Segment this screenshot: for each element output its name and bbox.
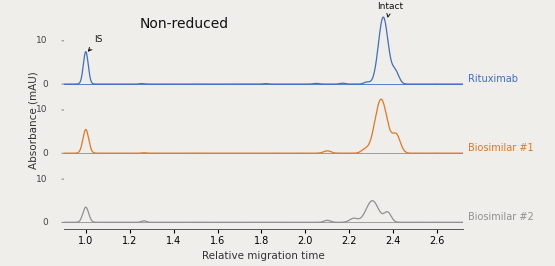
Text: 10: 10 xyxy=(36,36,48,45)
Text: Intact: Intact xyxy=(377,2,403,17)
Text: Biosimilar #2: Biosimilar #2 xyxy=(468,212,533,222)
X-axis label: Relative migration time: Relative migration time xyxy=(202,251,325,261)
Text: 0: 0 xyxy=(42,80,48,89)
Text: 0: 0 xyxy=(42,218,48,227)
Text: 10: 10 xyxy=(36,106,48,114)
Y-axis label: Absorbance (mAU): Absorbance (mAU) xyxy=(29,71,39,169)
Text: 0: 0 xyxy=(42,149,48,158)
Text: IS: IS xyxy=(88,35,103,51)
Text: 10: 10 xyxy=(36,174,48,184)
Text: Biosimilar #1: Biosimilar #1 xyxy=(468,143,533,153)
Text: Rituximab: Rituximab xyxy=(468,74,518,84)
Text: Non-reduced: Non-reduced xyxy=(140,17,229,31)
